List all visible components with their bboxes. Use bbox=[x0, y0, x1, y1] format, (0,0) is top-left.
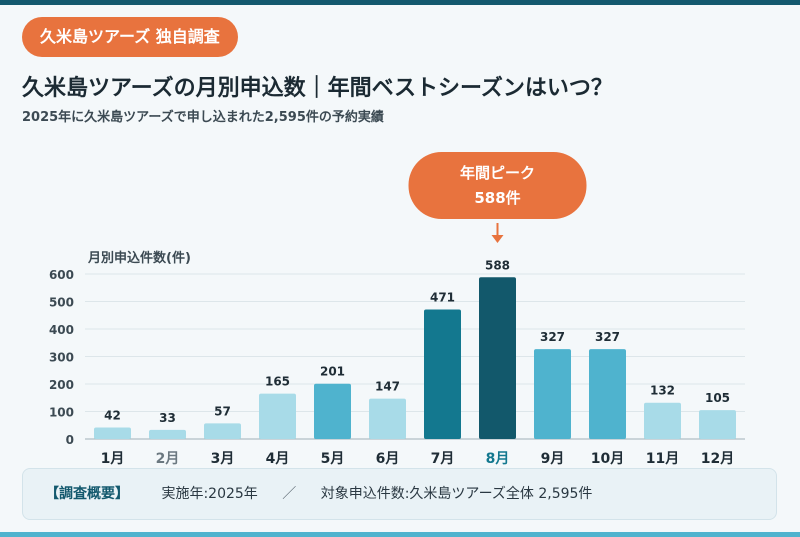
data-label: 42 bbox=[104, 408, 121, 422]
data-label: 327 bbox=[595, 330, 620, 344]
survey-summary-label: 【調査概要】 bbox=[45, 486, 129, 502]
x-tick-label: 7月 bbox=[431, 451, 455, 465]
data-label: 132 bbox=[650, 384, 675, 398]
bar bbox=[644, 402, 681, 439]
page-subtitle: 2025年に久米島ツアーズで申し込まれた2,595件の予約実績 bbox=[22, 110, 384, 125]
y-tick-label: 600 bbox=[49, 268, 74, 282]
x-tick-label: 2月 bbox=[156, 451, 180, 465]
bar bbox=[314, 383, 351, 439]
x-tick-label: 6月 bbox=[376, 451, 400, 465]
monthly-bookings-bar-chart: 月別申込件数(件) 0 100 200 300 400 500 600 42 1月 33 2月 57 3月… bbox=[49, 152, 745, 465]
survey-year: 実施年:2025年 bbox=[161, 486, 258, 502]
x-tick-label: 10月 bbox=[591, 451, 624, 465]
y-tick-label: 400 bbox=[49, 323, 74, 337]
bar bbox=[589, 349, 626, 439]
x-tick-label: 8月 bbox=[486, 451, 510, 465]
data-label: 471 bbox=[430, 290, 455, 304]
data-label: 57 bbox=[214, 404, 231, 418]
data-label: 165 bbox=[265, 375, 290, 389]
bar bbox=[259, 393, 296, 439]
peak-callout-bubble bbox=[408, 152, 587, 219]
survey-target-count: 対象申込件数:久米島ツアーズ全体 2,595件 bbox=[320, 486, 593, 502]
summary-separator: ／ bbox=[282, 486, 297, 502]
y-axis-title: 月別申込件数(件) bbox=[87, 250, 191, 266]
bar bbox=[369, 398, 406, 439]
data-label: 33 bbox=[159, 411, 176, 425]
x-tick-label: 1月 bbox=[101, 451, 125, 465]
survey-summary-box: 【調査概要】 実施年:2025年 ／ 対象申込件数:久米島ツアーズ全体 2,59… bbox=[22, 468, 777, 520]
peak-callout-title: 年間ピーク bbox=[460, 164, 535, 182]
bar bbox=[479, 277, 516, 439]
x-tick-label: 4月 bbox=[266, 451, 290, 465]
y-tick-label: 100 bbox=[49, 406, 74, 420]
bar bbox=[699, 410, 736, 439]
page-title: 久米島ツアーズの月別申込数｜年間ベストシーズンはいつ？ bbox=[22, 76, 613, 101]
y-tick-label: 500 bbox=[49, 296, 74, 310]
data-label: 327 bbox=[540, 330, 565, 344]
data-label: 588 bbox=[485, 258, 510, 272]
x-tick-label: 9月 bbox=[541, 451, 565, 465]
peak-arrow-head bbox=[491, 235, 504, 243]
y-tick-label: 300 bbox=[49, 351, 74, 365]
x-tick-label: 5月 bbox=[321, 451, 345, 465]
data-label: 105 bbox=[705, 391, 730, 405]
data-label: 201 bbox=[320, 365, 345, 379]
bar bbox=[94, 427, 131, 439]
peak-callout-value: 588件 bbox=[474, 189, 520, 207]
y-tick-label: 200 bbox=[49, 378, 74, 392]
bar bbox=[204, 423, 241, 439]
bar bbox=[534, 349, 571, 439]
bar bbox=[149, 429, 186, 439]
bottom-accent-stripe bbox=[0, 532, 800, 537]
bar bbox=[424, 309, 461, 439]
y-tick-label: 0 bbox=[66, 433, 74, 447]
top-accent-stripe bbox=[0, 0, 800, 5]
x-tick-label: 12月 bbox=[701, 451, 734, 465]
report-badge: 久米島ツアーズ 独自調査 bbox=[22, 17, 238, 57]
data-label: 147 bbox=[375, 380, 400, 394]
x-tick-label: 11月 bbox=[646, 451, 679, 465]
x-tick-label: 3月 bbox=[211, 451, 235, 465]
